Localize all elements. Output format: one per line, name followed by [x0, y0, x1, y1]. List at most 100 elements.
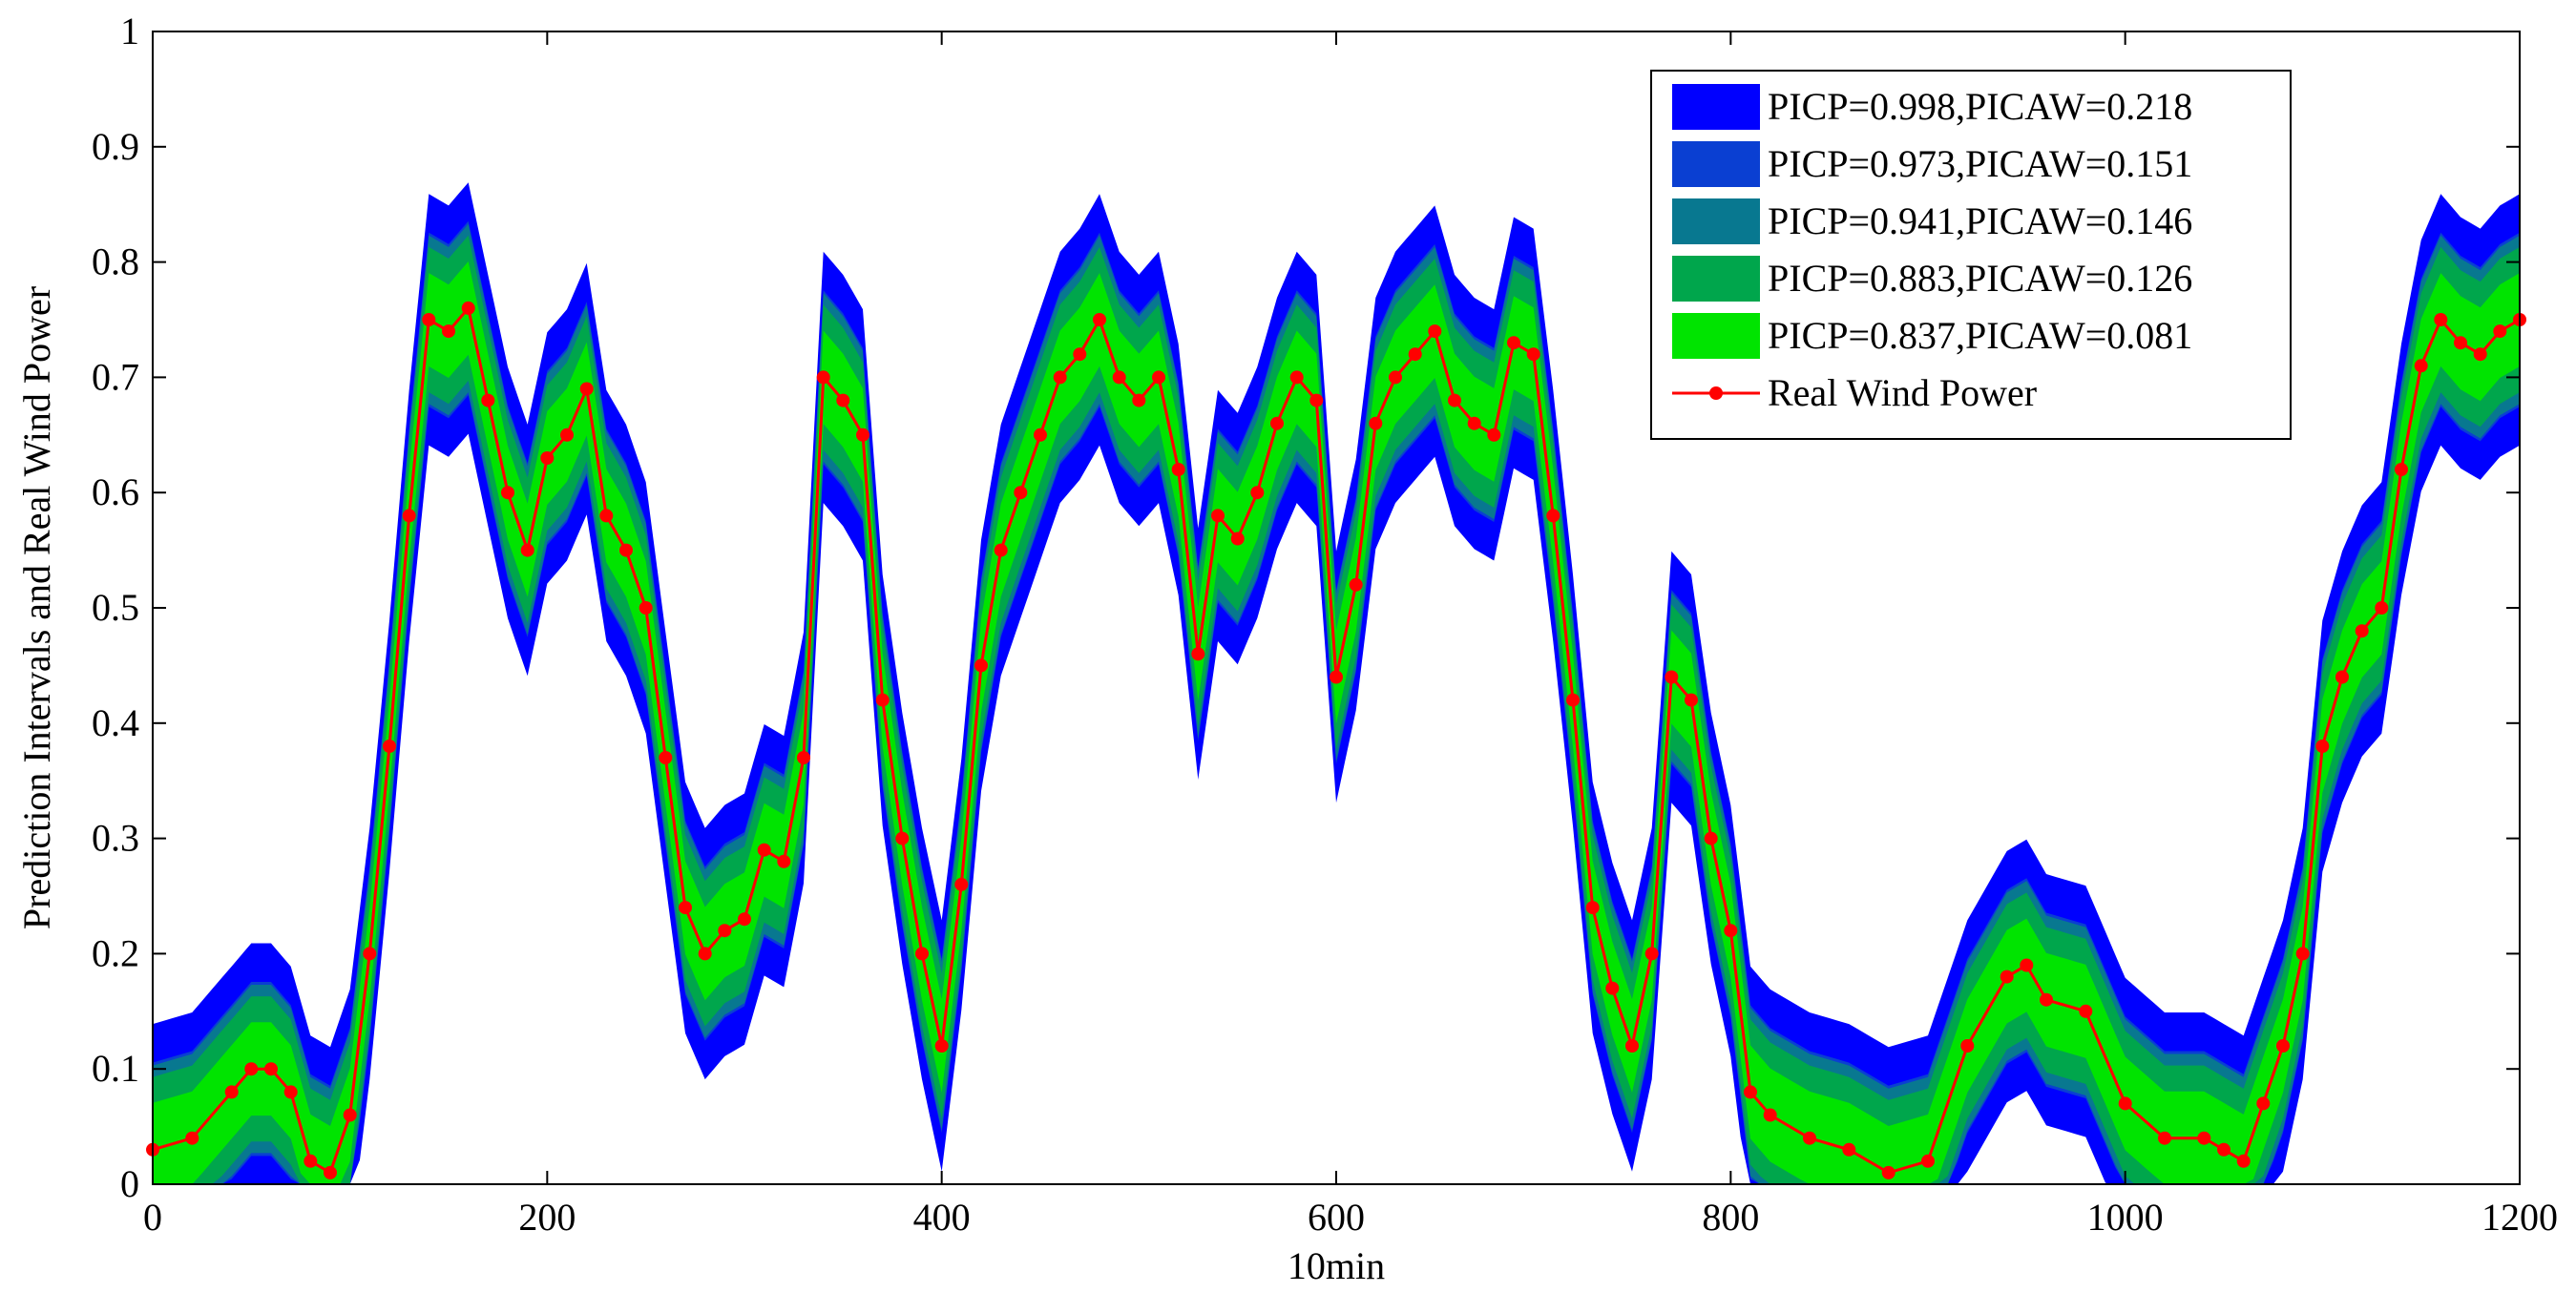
- real-wind-power-point: [639, 601, 653, 615]
- real-wind-power-point: [1250, 486, 1265, 500]
- real-wind-power-point: [1744, 1085, 1757, 1099]
- real-wind-power-point: [1605, 981, 1620, 995]
- real-wind-power-point: [2217, 1142, 2230, 1157]
- real-wind-power-point: [264, 1062, 278, 1076]
- real-wind-power-point: [1724, 924, 1738, 938]
- y-tick-label: 0.7: [92, 355, 139, 398]
- real-wind-power-point: [1881, 1165, 1895, 1179]
- real-wind-power-point: [659, 751, 673, 764]
- real-wind-power-point: [2000, 970, 2014, 984]
- real-wind-power-point: [738, 912, 751, 927]
- y-tick-label: 1: [120, 10, 139, 52]
- real-wind-power-point: [1369, 416, 1383, 430]
- real-wind-power-point: [1704, 831, 1718, 845]
- real-wind-power-point: [718, 924, 732, 938]
- y-tick-label: 0.2: [92, 931, 139, 974]
- real-wind-power-point: [1349, 577, 1363, 592]
- x-tick-label: 1200: [2482, 1196, 2558, 1239]
- real-wind-power-point: [1960, 1039, 1975, 1053]
- real-wind-power-point: [1073, 347, 1087, 362]
- interval-band-5: [153, 261, 2520, 1184]
- real-wind-power-point: [422, 313, 436, 326]
- real-wind-power-point: [2020, 958, 2034, 972]
- real-wind-power-point: [540, 451, 555, 465]
- real-wind-power-point: [1585, 901, 1600, 915]
- real-wind-power-point: [2473, 347, 2487, 362]
- real-wind-power-point: [2454, 336, 2467, 350]
- real-wind-power-point: [2355, 624, 2369, 638]
- real-wind-power-point: [2375, 601, 2389, 615]
- real-wind-power-point: [797, 751, 810, 764]
- real-wind-power-point: [2414, 359, 2428, 373]
- real-wind-power-point: [1842, 1142, 1856, 1157]
- x-tick-label: 400: [913, 1196, 971, 1239]
- real-wind-power-point: [2118, 1096, 2132, 1111]
- real-wind-power-point: [2079, 1004, 2093, 1018]
- real-wind-power-point: [1270, 416, 1284, 430]
- x-tick-label: 600: [1308, 1196, 1365, 1239]
- real-wind-power-point: [2395, 463, 2408, 476]
- real-wind-power-point: [2256, 1096, 2271, 1111]
- legend-swatch: [1672, 313, 1760, 359]
- x-tick-label: 1000: [2087, 1196, 2164, 1239]
- x-tick-label: 0: [143, 1196, 162, 1239]
- real-wind-power-point: [599, 509, 614, 523]
- y-tick-label: 0.9: [92, 125, 139, 168]
- real-wind-power-point: [324, 1165, 337, 1179]
- real-wind-power-point: [1921, 1154, 1935, 1168]
- legend-label: PICP=0.837,PICAW=0.081: [1768, 314, 2192, 357]
- real-wind-power-point: [402, 509, 416, 523]
- real-wind-power-point: [1152, 370, 1165, 385]
- real-wind-power-point: [757, 843, 771, 857]
- y-tick-label: 0.5: [92, 586, 139, 629]
- y-axis-label: Prediction Intervals and Real Wind Power: [15, 286, 58, 929]
- legend-swatch: [1672, 198, 1760, 244]
- real-wind-power-point: [1644, 947, 1659, 961]
- x-tick-label: 800: [1702, 1196, 1759, 1239]
- y-tick-label: 0.1: [92, 1047, 139, 1090]
- y-tick-label: 0.8: [92, 240, 139, 283]
- real-wind-power-point: [777, 854, 791, 868]
- real-wind-power-point: [1803, 1131, 1816, 1145]
- real-wind-power-point: [836, 393, 850, 407]
- real-wind-power-point: [915, 947, 929, 961]
- real-wind-power-point: [934, 1039, 949, 1053]
- real-wind-power-point: [698, 947, 712, 961]
- real-wind-power-point: [1112, 370, 1126, 385]
- real-wind-power-point: [2276, 1039, 2290, 1053]
- real-wind-power-point: [2197, 1131, 2211, 1145]
- real-wind-power-point: [481, 393, 495, 407]
- real-wind-power-point: [1053, 370, 1067, 385]
- y-tick-label: 0.6: [92, 470, 139, 513]
- real-wind-power-point: [895, 831, 910, 845]
- real-wind-power-point: [1289, 370, 1304, 385]
- legend-label: PICP=0.998,PICAW=0.218: [1768, 85, 2192, 128]
- real-wind-power-point: [1408, 347, 1422, 362]
- real-wind-power-point: [283, 1085, 298, 1099]
- real-wind-power-point: [185, 1131, 199, 1145]
- real-wind-power-point: [2236, 1154, 2251, 1168]
- real-wind-power-point: [875, 693, 890, 707]
- real-wind-power-point: [2493, 324, 2507, 339]
- real-wind-power-point: [2040, 992, 2053, 1007]
- real-wind-power-point: [442, 324, 455, 339]
- legend: PICP=0.998,PICAW=0.218 PICP=0.973,PICAW=0…: [1650, 70, 2292, 440]
- legend-swatch: [1672, 256, 1760, 302]
- real-wind-power-point: [1566, 693, 1580, 707]
- real-wind-power-point: [2158, 1131, 2171, 1145]
- real-wind-power-point: [994, 543, 1008, 557]
- real-wind-power-point: [2434, 313, 2448, 326]
- real-wind-power-point: [974, 658, 988, 673]
- real-wind-power-point: [856, 428, 869, 442]
- real-wind-power-point: [1132, 393, 1146, 407]
- legend-box: [1650, 70, 2292, 440]
- real-wind-power-point: [1191, 647, 1205, 661]
- real-wind-power-point: [343, 1108, 357, 1122]
- legend-label: Real Wind Power: [1768, 371, 2037, 414]
- x-axis: 0 200 400 600 800 1000 1200: [143, 31, 2558, 1239]
- y-tick-label: 0: [120, 1162, 139, 1205]
- real-wind-power-point: [520, 543, 534, 557]
- real-wind-power-point: [461, 301, 475, 315]
- real-wind-power-point: [2295, 947, 2310, 961]
- real-wind-power-point: [1665, 670, 1679, 684]
